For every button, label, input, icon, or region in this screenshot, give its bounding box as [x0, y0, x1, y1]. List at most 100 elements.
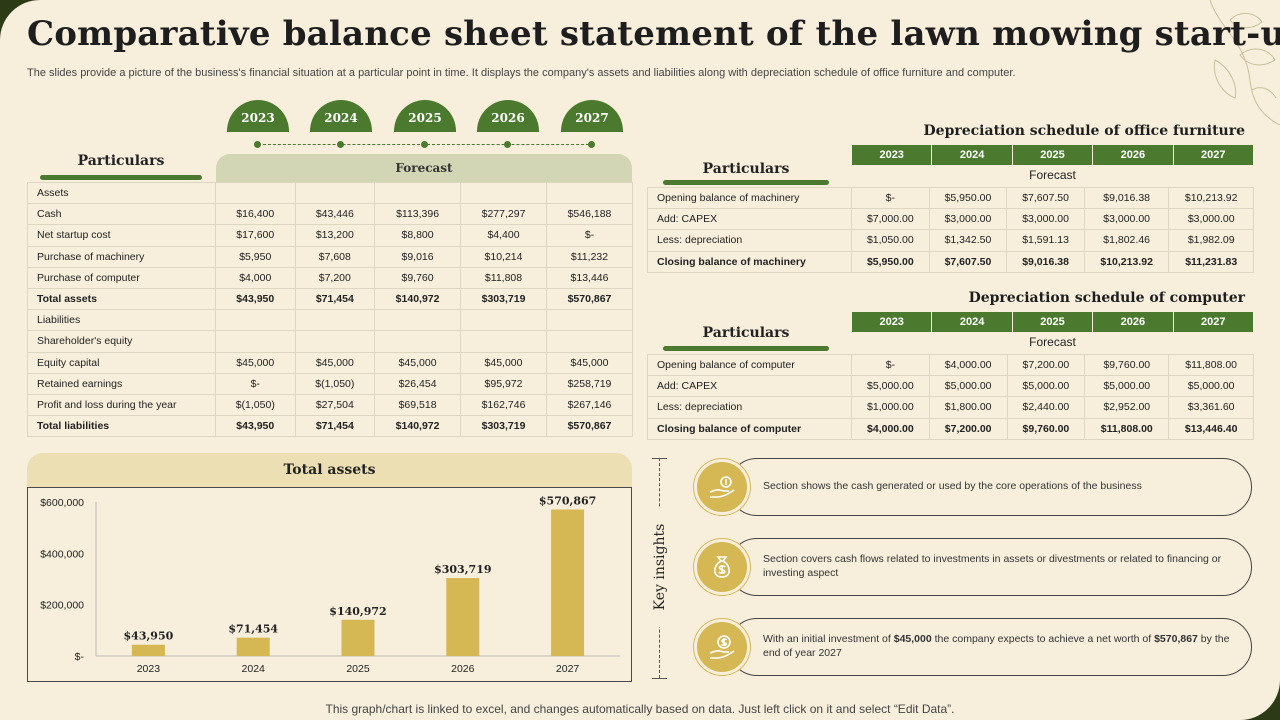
- year-pill-2027: 2027: [561, 100, 623, 132]
- table-cell: $4,400: [460, 224, 547, 247]
- total-assets-chart[interactable]: $- $200,000 $400,000 $600,000 $43,950 2023 $71…: [27, 487, 632, 682]
- table-cell: $(1,050): [215, 393, 296, 417]
- table-cell: $4,000.00: [851, 417, 930, 440]
- table-cell: $3,361.60: [1168, 396, 1254, 419]
- hand-dollar-icon: [694, 619, 750, 675]
- y-tick-label: $200,000: [40, 600, 84, 612]
- x-tick-label: 2026: [451, 663, 475, 675]
- bar-2023[interactable]: [131, 644, 165, 656]
- table-cell: $-: [851, 353, 930, 377]
- bar-2027[interactable]: [551, 509, 585, 656]
- table-cell: $1,591.13: [1006, 229, 1085, 252]
- year-header-cell: 2023: [850, 311, 933, 333]
- table-cell: [294, 181, 376, 205]
- furniture-schedule-title: Depreciation schedule of office furnitur…: [923, 123, 1245, 139]
- row-label: Less: depreciation: [647, 396, 852, 419]
- table-cell: $7,000.00: [851, 208, 930, 231]
- year-header-cell: 2025: [1011, 311, 1094, 333]
- row-label: Profit and loss during the year: [27, 393, 216, 417]
- chart-title[interactable]: Total assets: [27, 453, 632, 487]
- table-cell: $7,200.00: [1006, 353, 1086, 377]
- table-cell: [546, 181, 633, 205]
- table-cell: $3,000.00: [928, 208, 1008, 231]
- table-cell: $-: [215, 372, 296, 395]
- table-cell: $3,000.00: [1168, 208, 1254, 231]
- bar-chart-svg[interactable]: $- $200,000 $400,000 $600,000 $43,950 2023 $71…: [28, 488, 631, 681]
- data-label: $570,867: [539, 494, 596, 507]
- row-label: Assets: [27, 181, 216, 205]
- x-tick-label: 2027: [556, 663, 580, 675]
- table-cell: [215, 181, 296, 205]
- table-cell: [546, 309, 633, 332]
- table-cell: $5,950: [215, 245, 296, 268]
- bar-2026[interactable]: [446, 578, 480, 656]
- table-cell: $7,607.50: [928, 250, 1008, 273]
- data-label: $71,454: [228, 623, 278, 636]
- table-cell: $95,972: [460, 372, 547, 395]
- table-row: Add: CAPEX $5,000.00 $5,000.00 $5,000.00 $5,…: [647, 375, 1254, 398]
- table-row: Opening balance of computer $- $4,000.00 $7…: [647, 353, 1254, 377]
- table-cell: $140,972: [374, 287, 462, 311]
- table-cell: $69,518: [374, 393, 462, 417]
- money-bag-icon: [694, 539, 750, 595]
- row-label: Retained earnings: [27, 372, 216, 395]
- row-label: Shareholder's equity: [27, 330, 216, 353]
- bar-2025[interactable]: [341, 619, 375, 656]
- insights-divider-cap: [652, 678, 667, 679]
- furniture-particulars-heading: Particulars: [702, 161, 790, 177]
- table-cell: $71,454: [294, 415, 376, 438]
- table-row: Retained earnings $- $(1,050) $26,454 $95,97…: [27, 372, 633, 395]
- row-label: Closing balance of machinery: [647, 250, 852, 273]
- table-cell: $303,719: [460, 415, 547, 438]
- bar-2024[interactable]: [236, 637, 270, 656]
- table-cell: $9,016.38: [1006, 250, 1085, 273]
- timeline-dot: [254, 141, 261, 148]
- table-row: Profit and loss during the year $(1,050) $…: [27, 393, 633, 417]
- table-cell: $258,719: [546, 372, 633, 395]
- x-tick-label: 2024: [242, 663, 266, 675]
- insight-text-part: With an initial investment of: [763, 633, 894, 646]
- row-label: Less: depreciation: [647, 229, 852, 252]
- table-cell: [215, 309, 296, 332]
- table-cell: $11,808.00: [1168, 353, 1254, 377]
- y-tick-label: $600,000: [40, 497, 84, 509]
- table-cell: $113,396: [374, 203, 462, 226]
- computer-particulars-heading: Particulars: [702, 325, 790, 341]
- table-row: Equity capital $45,000 $45,000 $45,000 $45,0…: [27, 351, 633, 374]
- table-cell: $11,808.00: [1084, 417, 1170, 440]
- year-header-cell: 2027: [1172, 144, 1255, 166]
- key-insights-label: Key insights: [649, 507, 671, 627]
- table-row: Closing balance of machinery $5,950.00 $7,…: [647, 250, 1254, 273]
- table-cell: $5,000.00: [1006, 375, 1086, 398]
- table-cell: $(1,050): [294, 372, 376, 395]
- row-label: Liabilities: [27, 309, 216, 332]
- insight-text-part: the company expects to achieve a net wor…: [931, 633, 1155, 646]
- floral-decoration-icon: [1209, 0, 1280, 126]
- footer-note: This graph/chart is linked to excel, and…: [325, 702, 955, 716]
- data-label: $303,719: [434, 563, 491, 576]
- table-cell: $9,016: [374, 245, 462, 268]
- table-cell: $7,200: [294, 266, 376, 289]
- data-label: $43,950: [124, 630, 174, 643]
- table-row: Less: depreciation $1,050.00 $1,342.50 $1,5…: [647, 229, 1254, 252]
- table-row: Cash $16,400 $43,446 $113,396 $277,297 $546,1…: [27, 203, 633, 226]
- table-cell: $1,800.00: [928, 396, 1008, 419]
- table-row: Purchase of machinery $5,950 $7,608 $9,016 $…: [27, 245, 633, 268]
- insight-text: Section shows the cash generated or used…: [763, 480, 1142, 493]
- row-label: Total liabilities: [27, 415, 216, 438]
- table-cell: $11,808: [460, 266, 547, 289]
- table-cell: $5,000.00: [851, 375, 930, 398]
- table-cell: $570,867: [546, 287, 633, 311]
- year-pill-2026: 2026: [477, 100, 539, 132]
- table-cell: [546, 330, 633, 353]
- computer-schedule-table: Opening balance of computer $- $4,000.00 $7…: [647, 353, 1254, 440]
- row-label: Add: CAPEX: [647, 208, 852, 231]
- table-cell: [294, 309, 376, 332]
- year-pill-2023: 2023: [227, 100, 289, 132]
- table-cell: $5,950.00: [851, 250, 930, 273]
- hand-money-icon: [694, 459, 750, 515]
- table-cell: $1,050.00: [851, 229, 930, 252]
- table-cell: $43,950: [215, 287, 296, 311]
- table-cell: $-: [851, 186, 930, 210]
- table-cell: $11,231.83: [1168, 250, 1254, 273]
